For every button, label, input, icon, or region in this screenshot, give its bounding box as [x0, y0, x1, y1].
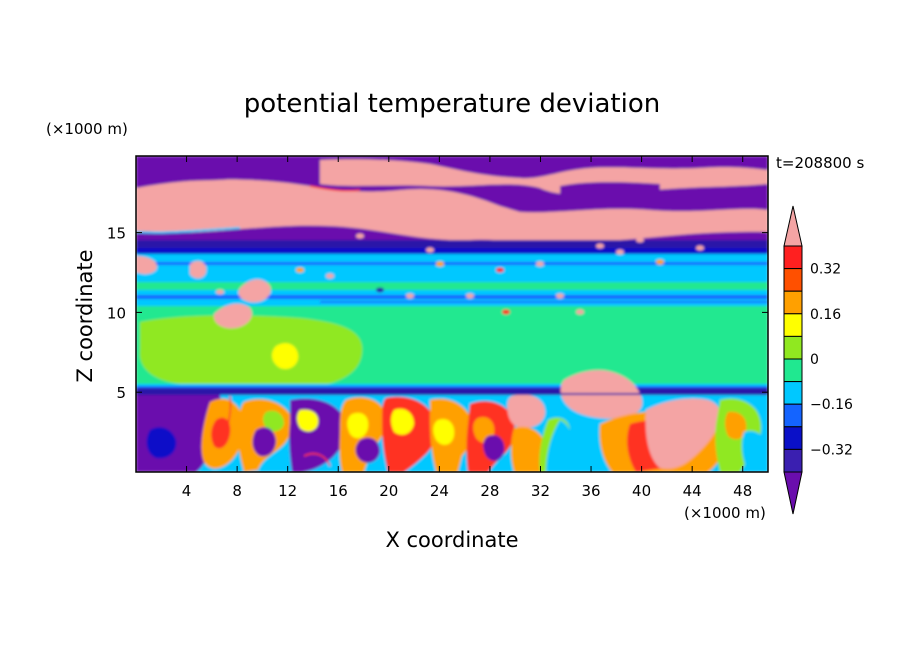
colorbar-segment [783, 426, 803, 450]
x-tick-label: 40 [632, 482, 651, 500]
x-tick-label: 8 [232, 482, 242, 500]
y-tick-label: 10 [107, 304, 126, 322]
x-tick-label: 20 [379, 482, 398, 500]
colorbar-segment [783, 358, 803, 383]
x-axis: 4 8 12 16 20 24 28 32 36 40 44 48 [182, 156, 752, 500]
chart-title: potential temperature deviation [244, 89, 660, 119]
y-axis-label: Z coordinate [73, 249, 97, 382]
time-label: t=208800 s [776, 154, 864, 172]
x-tick-label: 16 [329, 482, 348, 500]
x-axis-label: X coordinate [385, 528, 518, 552]
colorbar-extend-max [783, 205, 803, 247]
x-tick-label: 32 [531, 482, 550, 500]
colorbar-extend-min [783, 471, 803, 515]
colorbar-label: 0.16 [810, 307, 841, 323]
colorbar-label: −0.32 [810, 442, 853, 458]
y-tick-label: 5 [116, 384, 126, 402]
y-unit-label: (×1000 m) [46, 120, 128, 138]
x-tick-label: 48 [733, 482, 752, 500]
colorbar-segment [783, 290, 803, 315]
colorbar-label: 0.32 [810, 262, 841, 278]
x-tick-label: 12 [278, 482, 297, 500]
x-tick-label: 4 [182, 482, 192, 500]
x-tick-label: 36 [581, 482, 600, 500]
plot-area [136, 156, 768, 472]
colorbar-label: −0.16 [810, 397, 853, 413]
colorbar: 0.32 0.16 0 −0.16 −0.32 [783, 205, 853, 515]
colorbar-segment [783, 335, 803, 360]
x-tick-label: 44 [683, 482, 702, 500]
colorbar-segment [783, 403, 803, 428]
colorbar-segment [783, 381, 803, 405]
colorbar-segment [783, 313, 803, 337]
y-axis: 5 10 15 [107, 225, 768, 402]
x-tick-label: 28 [480, 482, 499, 500]
colorbar-label: 0 [810, 352, 819, 368]
x-tick-label: 24 [430, 482, 449, 500]
y-tick-label: 15 [107, 225, 126, 243]
x-unit-label: (×1000 m) [684, 504, 766, 522]
plot-frame [135, 155, 769, 473]
colorbar-segment [783, 448, 803, 473]
colorbar-segment [783, 245, 803, 270]
colorbar-segment [783, 268, 803, 292]
